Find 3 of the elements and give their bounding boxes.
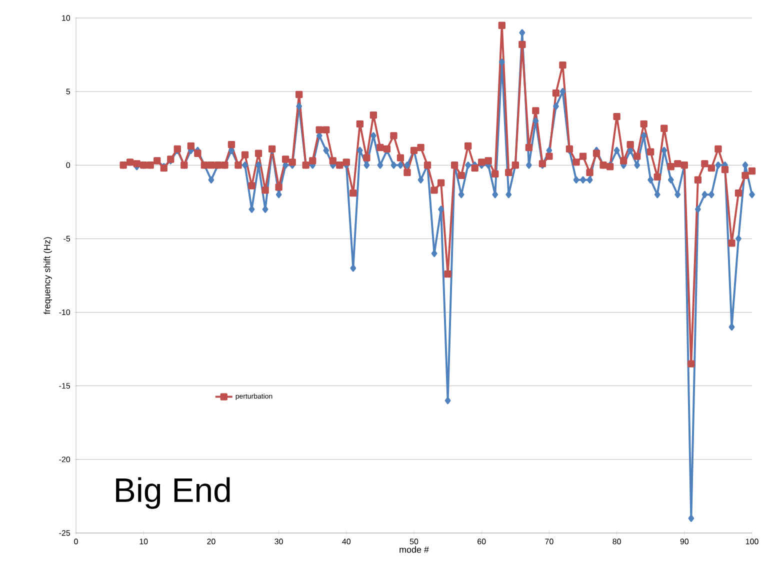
annotation: Big End — [116, 477, 230, 509]
y-axis-title: frequency shift (Hz) — [44, 237, 52, 314]
x-axis-title: mode # — [400, 546, 429, 553]
